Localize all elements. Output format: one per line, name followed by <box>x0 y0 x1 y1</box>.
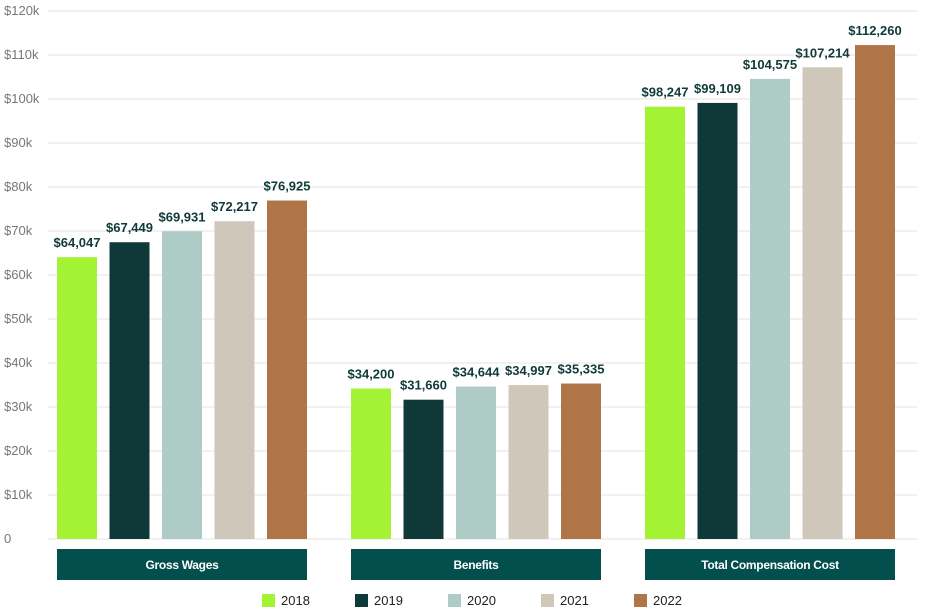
category-label: Gross Wages <box>146 558 220 572</box>
data-label: $31,660 <box>400 378 447 393</box>
y-tick-label: $60k <box>4 267 33 282</box>
y-tick-label: $120k <box>4 3 40 18</box>
y-tick-label: $30k <box>4 399 33 414</box>
data-label: $67,449 <box>106 220 153 235</box>
legend-label: 2019 <box>374 593 403 608</box>
data-label: $107,214 <box>795 45 850 60</box>
data-label: $34,997 <box>505 363 552 378</box>
y-tick-label: $20k <box>4 443 33 458</box>
bar-2022 <box>267 200 307 539</box>
legend-swatch-2018 <box>262 594 275 607</box>
bar-2020 <box>162 231 202 540</box>
y-tick-label: $70k <box>4 223 33 238</box>
y-tick-label: $50k <box>4 311 33 326</box>
bar-2019 <box>697 102 738 539</box>
bar-2018 <box>57 257 97 539</box>
bar-2019 <box>109 242 150 539</box>
legend-label: 2020 <box>467 593 496 608</box>
data-label: $99,109 <box>694 81 741 96</box>
y-tick-label: 0 <box>4 531 11 546</box>
bar-2022 <box>561 383 601 539</box>
data-label: $69,931 <box>159 209 206 224</box>
legend-swatch-2022 <box>634 594 647 607</box>
legend-swatch-2020 <box>448 594 461 607</box>
data-label: $72,217 <box>211 199 258 214</box>
bar-2021 <box>214 221 255 540</box>
bar-2021 <box>508 385 549 539</box>
legend-swatch-2021 <box>541 594 554 607</box>
y-tick-label: $110k <box>4 47 39 62</box>
bar-2021 <box>802 67 843 540</box>
y-tick-label: $80k <box>4 179 33 194</box>
data-label: $76,925 <box>264 179 311 194</box>
data-label: $34,644 <box>453 365 501 380</box>
data-label: $104,575 <box>743 57 797 72</box>
bar-2019 <box>403 399 444 539</box>
data-label: $34,200 <box>348 367 395 382</box>
bar-2020 <box>750 78 790 540</box>
y-tick-label: $40k <box>4 355 33 370</box>
legend-label: 2022 <box>653 593 682 608</box>
category-label: Benefits <box>454 558 500 572</box>
legend-label: 2018 <box>281 593 310 608</box>
legend-label: 2021 <box>560 593 589 608</box>
data-label: $64,047 <box>54 235 101 250</box>
category-box <box>57 549 307 580</box>
legend-swatch-2019 <box>355 594 368 607</box>
y-tick-label: $100k <box>4 91 40 106</box>
category-box <box>351 549 601 580</box>
y-tick-label: $90k <box>4 135 33 150</box>
data-label: $35,335 <box>558 362 605 377</box>
data-label: $98,247 <box>642 85 689 100</box>
y-tick-label: $10k <box>4 487 33 502</box>
data-label: $112,260 <box>848 23 902 38</box>
bar-2022 <box>855 45 895 539</box>
category-label: Total Compensation Cost <box>701 558 839 572</box>
bar-2018 <box>645 106 685 540</box>
category-box <box>645 549 895 580</box>
bar-2018 <box>351 388 391 539</box>
bar-2020 <box>456 386 496 539</box>
